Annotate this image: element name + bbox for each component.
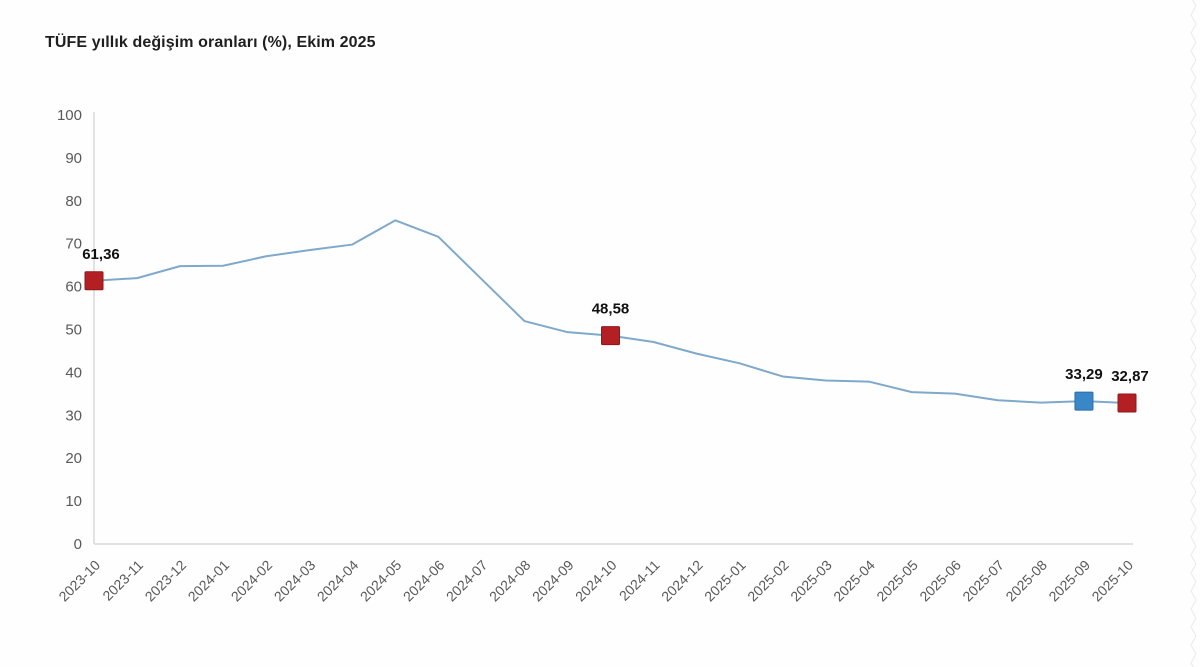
x-tick-label: 2025-09 <box>1045 557 1093 605</box>
y-tick-label: 50 <box>65 322 82 339</box>
point-value-label: 33,29 <box>1065 366 1103 383</box>
highlight-marker-2024-10[interactable] <box>601 326 620 346</box>
x-tick-label: 2024-07 <box>443 557 491 605</box>
x-tick-label: 2024-06 <box>400 557 448 605</box>
point-value-label: 48,58 <box>592 301 630 318</box>
x-tick-label: 2024-02 <box>228 557 276 605</box>
x-tick-label: 2024-09 <box>529 557 577 605</box>
x-tick-label: 2025-03 <box>787 557 835 605</box>
y-tick-label: 20 <box>65 450 82 467</box>
right-edge-watermark <box>1190 0 1197 667</box>
x-tick-label: 2023-10 <box>55 557 103 605</box>
x-tick-label: 2025-05 <box>873 557 921 605</box>
y-tick-label: 60 <box>65 279 82 296</box>
x-tick-label: 2024-04 <box>314 557 362 605</box>
x-tick-label: 2025-08 <box>1002 557 1050 605</box>
x-tick-label: 2023-11 <box>99 557 146 604</box>
y-tick-label: 40 <box>65 364 82 381</box>
y-tick-label: 90 <box>65 150 82 167</box>
y-tick-label: 0 <box>74 536 82 553</box>
x-tick-label: 2024-01 <box>185 557 233 605</box>
x-tick-label: 2025-02 <box>744 557 792 605</box>
x-tick-label: 2024-11 <box>616 557 663 604</box>
x-tick-label: 2023-12 <box>142 557 190 605</box>
x-tick-label: 2024-05 <box>357 557 405 605</box>
chart-title: TÜFE yıllık değişim oranları (%), Ekim 2… <box>45 34 376 51</box>
x-tick-label: 2025-04 <box>830 557 878 605</box>
y-tick-label: 80 <box>65 193 82 210</box>
point-value-label: 32,87 <box>1111 368 1149 385</box>
point-value-label: 61,36 <box>82 246 120 263</box>
x-tick-label: 2025-06 <box>916 557 964 605</box>
highlight-marker-2025-10[interactable] <box>1117 393 1137 413</box>
y-tick-label: 30 <box>65 407 82 424</box>
x-tick-label: 2025-10 <box>1088 557 1136 605</box>
x-tick-label: 2024-10 <box>572 557 620 605</box>
highlight-marker-2023-10[interactable] <box>84 271 104 291</box>
x-tick-label: 2025-07 <box>959 557 1007 605</box>
y-tick-label: 10 <box>65 493 82 510</box>
x-tick-label: 2024-12 <box>658 557 706 605</box>
y-tick-label: 100 <box>57 107 82 124</box>
x-tick-label: 2025-01 <box>701 557 749 605</box>
x-tick-label: 2024-03 <box>271 557 319 605</box>
x-tick-label: 2024-08 <box>486 557 534 605</box>
highlight-marker-2025-09[interactable] <box>1074 391 1094 411</box>
y-tick-label: 70 <box>65 236 82 253</box>
